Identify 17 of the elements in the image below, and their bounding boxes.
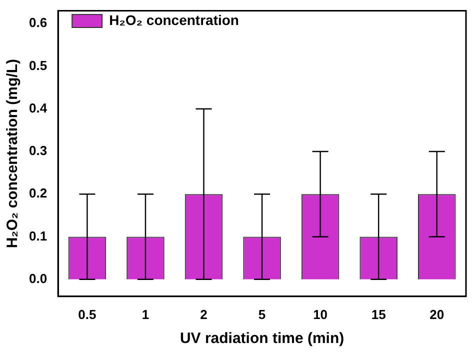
y-tick-label: 0.1 [28,228,48,244]
y-tick-label: 0.4 [28,100,48,116]
y-tick-label: 0.5 [28,58,48,73]
legend-label: H₂O₂ concentration [109,12,239,28]
x-tick-label: 10 [313,306,328,322]
x-tick-label: 20 [430,306,444,322]
x-tick-label: 15 [371,306,386,322]
y-tick-label: 0.6 [28,15,48,30]
y-axis-title: H₂O₂ concentration (mg/L) [4,59,22,248]
y-tick-label: 0.3 [28,143,48,158]
y-tick-label: 0.0 [28,270,48,286]
x-tick-label: 1 [142,306,150,322]
x-tick-label: 2 [200,306,208,322]
x-tick-label: 5 [258,306,266,322]
y-tick-label: 0.2 [28,186,48,201]
x-axis-title: UV radiation time (min) [180,330,344,348]
x-tick-label: 0.5 [78,306,96,322]
